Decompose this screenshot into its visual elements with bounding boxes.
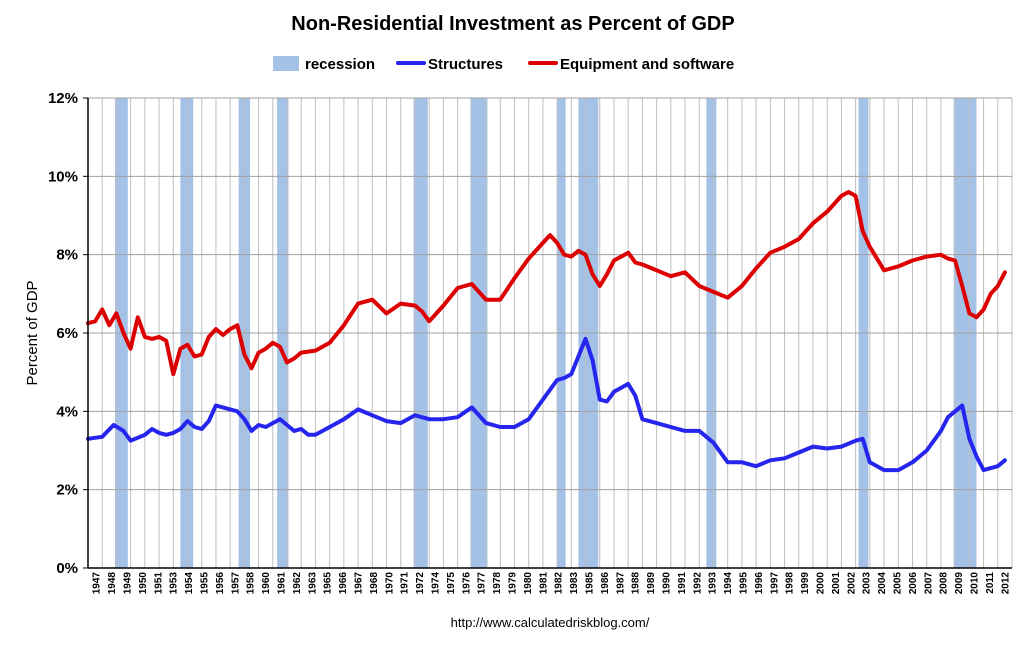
x-tick-label: 1991 [677,572,688,595]
x-tick-label: 1947 [92,572,103,595]
x-tick-label: 1957 [230,572,241,595]
x-tick-label: 1995 [739,572,750,595]
x-tick-label: 1982 [554,572,565,595]
x-tick-label: 1956 [215,572,226,595]
x-tick-label: 1971 [400,572,411,595]
x-tick-label: 1974 [431,572,442,595]
y-tick-label: 0% [56,560,78,577]
x-tick-label: 1981 [538,572,549,595]
x-tick-label: 1999 [800,572,811,595]
series-line-equipment-and-software [86,190,1007,377]
x-tick-label: 1966 [338,572,349,595]
x-tick-label: 1997 [769,572,780,595]
x-tick-label: 1961 [277,572,288,595]
legend: recession Structures Equipment and softw… [273,56,734,73]
x-tick-label: 1988 [631,572,642,595]
series-lines [86,190,1007,473]
x-tick-label: 1992 [692,572,703,595]
x-tick-label: 2002 [846,572,857,595]
x-tick-label: 1963 [307,572,318,595]
x-tick-label: 1958 [246,572,257,595]
y-tick-label: 4% [56,403,78,420]
y-tick-label: 8% [56,247,78,264]
x-tick-label: 2007 [923,572,934,595]
x-tick-label: 1976 [461,572,472,595]
x-tick-label: 2000 [816,572,827,595]
x-tick-label: 1970 [384,572,395,595]
x-tick-label: 1951 [153,572,164,595]
x-tick-label: 1978 [492,572,503,595]
source-url: http://www.calculatedriskblog.com/ [451,615,650,630]
y-tick-label: 10% [48,168,78,185]
x-tick-label: 2003 [862,572,873,595]
x-tick-label: 1993 [708,572,719,595]
x-tick-label: 1998 [785,572,796,595]
legend-label-recession: recession [305,56,375,73]
x-tick-label: 2004 [877,572,888,595]
legend-label-structures: Structures [428,56,503,73]
chart-title: Non-Residential Investment as Percent of… [291,13,734,35]
y-axis-label: Percent of GDP [24,280,41,385]
x-tick-label: 1968 [369,572,380,595]
x-tick-label: 1949 [123,572,134,595]
x-tick-label: 1960 [261,572,272,595]
x-tick-label: 2010 [970,572,981,595]
x-tick-label: 1996 [754,572,765,595]
y-tick-label: 2% [56,482,78,499]
legend-label-equipment: Equipment and software [560,56,734,73]
x-tick-label: 2011 [985,572,996,594]
x-tick-label: 1987 [615,572,626,595]
x-tick-label: 1985 [585,572,596,595]
axes [83,97,1012,569]
x-tick-label: 1965 [323,572,334,595]
x-tick-label: 1977 [477,572,488,595]
x-tick-label: 2008 [939,572,950,595]
legend-swatch-recession [273,56,299,71]
x-tick-label: 1979 [508,572,519,595]
x-tick-label: 1962 [292,572,303,595]
y-tick-labels: 0% 2% 4% 6% 8% 10% 12% [48,90,78,577]
x-tick-label: 1953 [169,572,180,595]
x-tick-label: 1954 [184,572,195,595]
x-tick-label: 1989 [646,572,657,595]
x-tick-label: 1950 [138,572,149,595]
x-tick-label: 1975 [446,572,457,595]
x-tick-label: 1955 [200,572,211,595]
x-tick-label: 1980 [523,572,534,595]
x-tick-label: 2005 [893,572,904,595]
x-tick-label: 2009 [954,572,965,595]
x-tick-label: 1967 [354,572,365,595]
x-tick-label: 1948 [107,572,118,595]
x-tick-label: 1972 [415,572,426,595]
x-tick-label: 2006 [908,572,919,595]
x-tick-label: 1994 [723,572,734,595]
x-tick-label: 1983 [569,572,580,595]
x-tick-label: 1986 [600,572,611,595]
y-tick-label: 12% [48,90,78,107]
x-tick-label: 1990 [662,572,673,595]
y-tick-label: 6% [56,325,78,342]
x-tick-label: 2012 [1000,572,1011,595]
x-tick-labels: 1947 1948 1949 1950 1951 1953 1954 1955 1956 1957… [92,572,1012,595]
x-tick-label: 2001 [831,572,842,595]
series-line-structures [86,336,1007,473]
